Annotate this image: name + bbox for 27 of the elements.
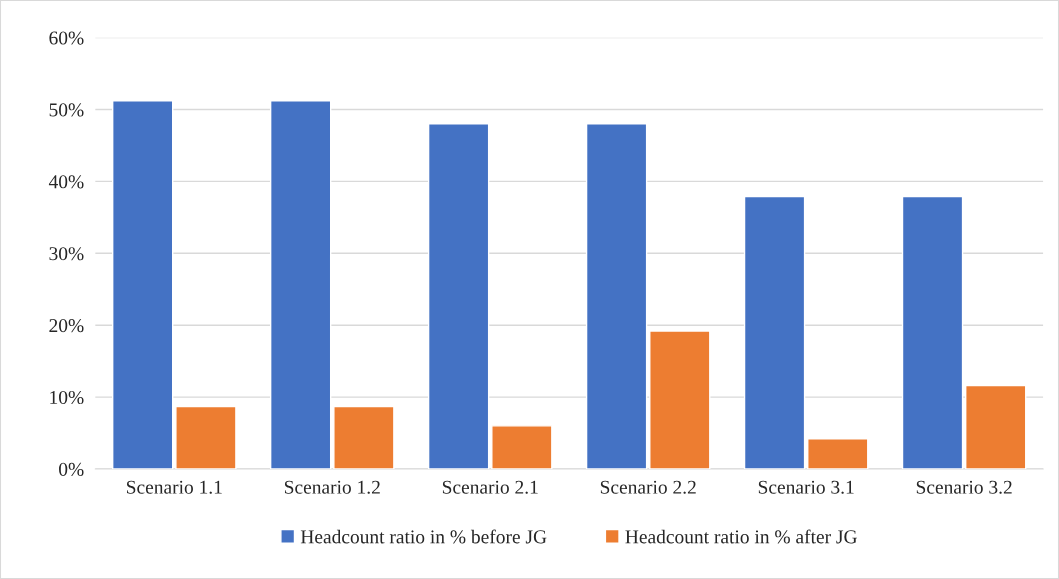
x-tick-label: Scenario 3.2	[916, 480, 1012, 494]
x-tick-label: Scenario 2.2	[600, 480, 696, 494]
bar	[649, 330, 711, 469]
bar	[585, 123, 648, 469]
y-tick-label: 0%	[59, 462, 84, 476]
y-tick-label: 60%	[49, 31, 84, 45]
x-tick-label: Scenario 1.2	[284, 480, 380, 494]
y-tick-label: 10%	[50, 390, 84, 405]
y-tick-label: 30%	[49, 247, 84, 261]
x-tick-label: Scenario 1.1	[127, 480, 222, 494]
bar	[269, 100, 332, 469]
bar	[175, 405, 237, 469]
bar	[807, 438, 869, 469]
bar	[491, 425, 553, 469]
bar	[427, 123, 490, 469]
bar	[965, 384, 1027, 469]
legend-label: Headcount ratio in % after JG	[625, 529, 857, 544]
y-tick-label: 20%	[49, 319, 84, 333]
x-tick-label: Scenario 2.1	[442, 480, 538, 494]
x-tick-label: Scenario 3.1	[758, 480, 854, 494]
bar	[333, 405, 395, 469]
bar	[111, 100, 174, 469]
legend-label: Headcount ratio in % before JG	[300, 529, 547, 544]
bar	[743, 195, 806, 469]
y-tick-label: 40%	[48, 175, 84, 189]
y-tick-label: 50%	[49, 103, 84, 117]
bar	[901, 195, 964, 469]
